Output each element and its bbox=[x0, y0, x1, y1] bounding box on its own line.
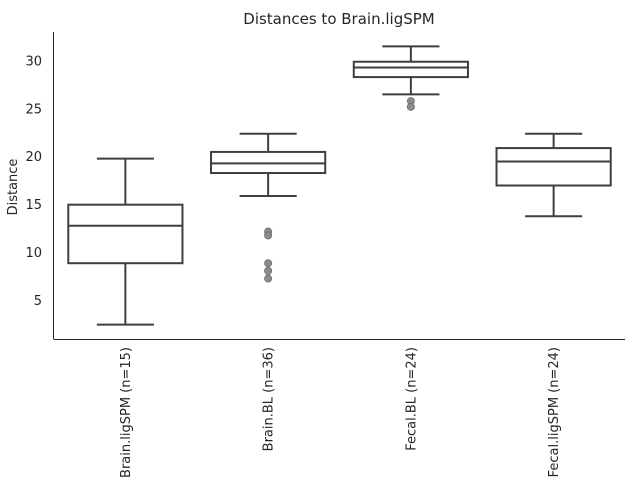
box-group bbox=[210, 132, 327, 283]
outlier-point bbox=[264, 231, 273, 240]
y-tick-label: 25 bbox=[25, 102, 42, 117]
outlier-point bbox=[264, 274, 273, 283]
y-axis-title: Distance bbox=[6, 159, 21, 216]
iqr-box bbox=[352, 60, 469, 79]
outlier-point bbox=[264, 259, 273, 268]
box-group bbox=[495, 132, 612, 218]
y-tick-label: 15 bbox=[25, 198, 42, 213]
iqr-box bbox=[495, 147, 612, 187]
x-tick-label: Brain.BL (n=36) bbox=[262, 347, 277, 451]
chart-title: Distances to Brain.ligSPM bbox=[243, 10, 434, 28]
outlier-point bbox=[406, 102, 415, 111]
x-tick-label: Fecal.BL (n=24) bbox=[404, 347, 419, 451]
y-tick-label: 10 bbox=[25, 246, 42, 261]
y-tick-label: 5 bbox=[34, 294, 42, 309]
y-tick-label: 20 bbox=[25, 150, 42, 165]
box-group bbox=[67, 157, 184, 326]
x-tick-label: Fecal.ligSPM (n=24) bbox=[547, 347, 562, 477]
box-group bbox=[352, 45, 469, 111]
iqr-box bbox=[67, 203, 184, 265]
y-tick-label: 30 bbox=[25, 54, 42, 69]
outlier-point bbox=[264, 266, 273, 275]
plot-area: 5 10 15 20 25 30 Brain.ligSPM (n=15) Brain.BL (… bbox=[25, 45, 612, 478]
x-tick-label: Brain.ligSPM (n=15) bbox=[119, 347, 134, 478]
